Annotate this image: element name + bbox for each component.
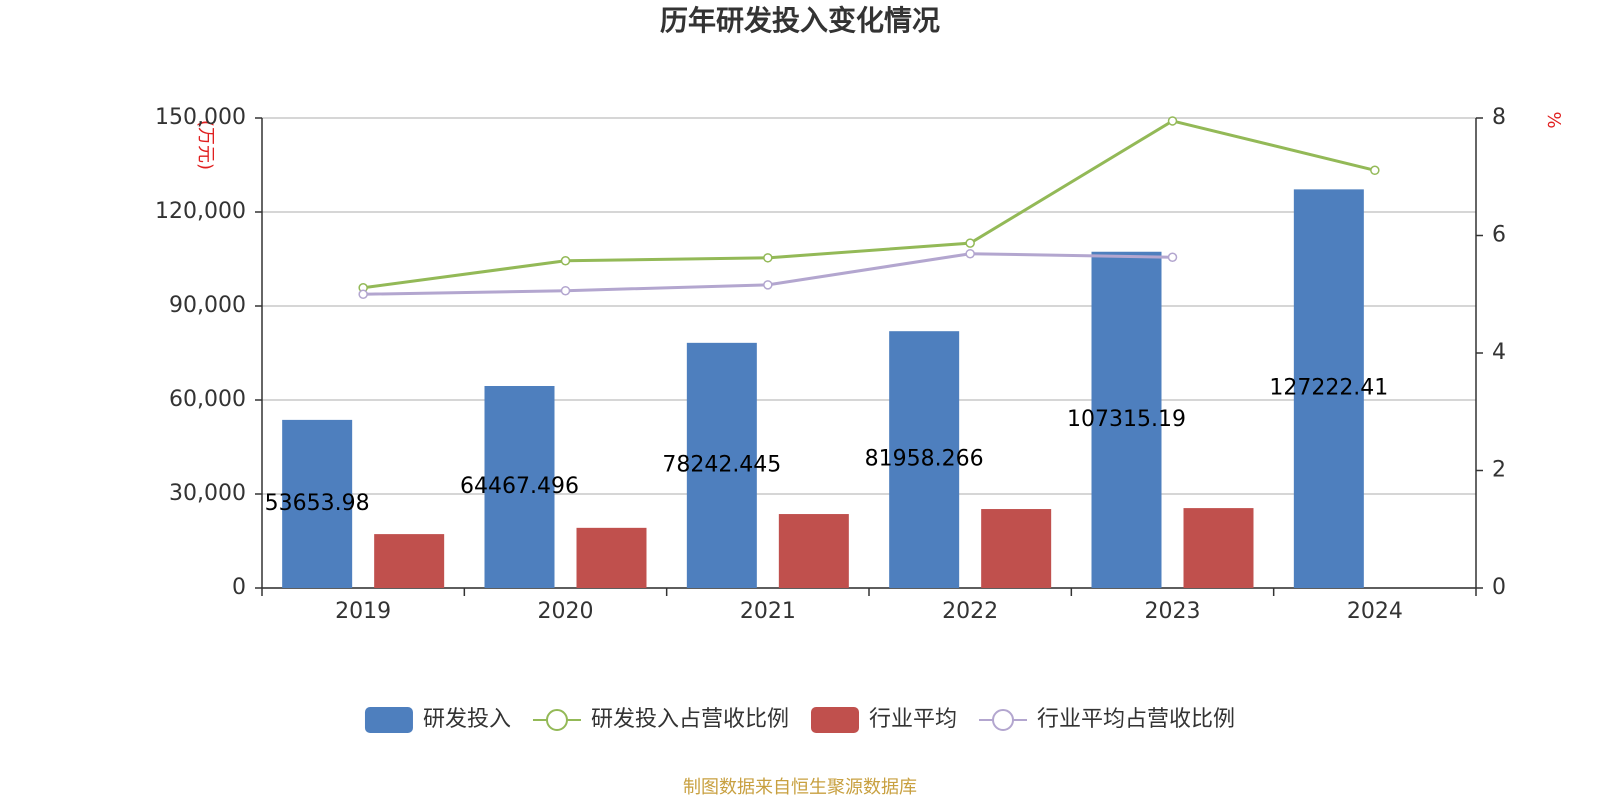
y-tick-label: 60,000 — [169, 387, 246, 412]
y2-axis-label: % — [1543, 111, 1564, 128]
y2-tick-label: 6 — [1492, 223, 1506, 248]
bar — [778, 514, 849, 588]
legend-label: 行业平均 — [869, 707, 957, 732]
legend-label: 研发投入占营收比例 — [591, 707, 789, 732]
y2-tick-label: 4 — [1492, 340, 1506, 365]
bar-value-label: 64467.496 — [460, 474, 579, 499]
source-note: 制图数据来自恒生聚源数据库 — [683, 777, 917, 798]
legend-swatch — [811, 707, 859, 733]
x-tick-label: 2024 — [1347, 599, 1403, 624]
line-point — [965, 238, 975, 248]
line-point — [560, 285, 571, 296]
line-point — [358, 289, 368, 299]
legend-swatch — [992, 709, 1015, 731]
y-tick-label: 90,000 — [169, 293, 246, 318]
bar — [1183, 508, 1254, 588]
x-tick-label: 2022 — [942, 599, 998, 624]
y-tick-label: 120,000 — [155, 199, 246, 224]
chart-title: 历年研发投入变化情况 — [660, 4, 940, 37]
line-point — [560, 256, 571, 266]
y2-tick-label: 0 — [1492, 575, 1506, 600]
bar-value-label: 81958.266 — [865, 447, 984, 472]
bar — [1293, 189, 1364, 588]
line-point — [1167, 252, 1178, 262]
bar-value-label: 107315.19 — [1067, 407, 1186, 432]
x-tick-label: 2021 — [740, 599, 796, 624]
line-point — [763, 253, 773, 263]
x-tick-label: 2019 — [335, 599, 391, 624]
bar — [981, 509, 1052, 588]
bar — [374, 534, 445, 588]
line-point — [763, 280, 773, 290]
line-point — [1370, 165, 1380, 176]
legend-swatch — [364, 707, 413, 733]
y2-tick-label: 8 — [1492, 105, 1506, 130]
x-tick-label: 2023 — [1145, 599, 1201, 624]
bar — [484, 386, 555, 588]
legend-label: 行业平均占营收比例 — [1037, 707, 1235, 732]
bar — [889, 331, 960, 588]
y-axis-label: (万元) — [195, 120, 216, 170]
bar — [282, 419, 353, 588]
x-tick-label: 2020 — [538, 599, 594, 624]
legend-label: 研发投入 — [423, 707, 511, 732]
y-tick-label: 30,000 — [169, 481, 246, 506]
bar — [576, 527, 647, 588]
y-tick-label: 150,000 — [155, 105, 246, 130]
bar-value-label: 127222.41 — [1269, 376, 1388, 401]
line — [362, 119, 1376, 290]
y2-tick-label: 2 — [1492, 458, 1506, 483]
bar — [1091, 251, 1162, 589]
line-point — [965, 248, 975, 259]
bar — [686, 342, 757, 588]
y-tick-label: 0 — [232, 575, 246, 600]
legend-swatch — [545, 709, 568, 731]
legend: 研发投入 研发投入占营收比例 行业平均 行业平均占营收比例 — [364, 707, 1235, 733]
line-point — [1167, 116, 1178, 126]
bar-value-label: 53653.98 — [265, 491, 370, 516]
bar-value-label: 78242.445 — [662, 452, 781, 477]
